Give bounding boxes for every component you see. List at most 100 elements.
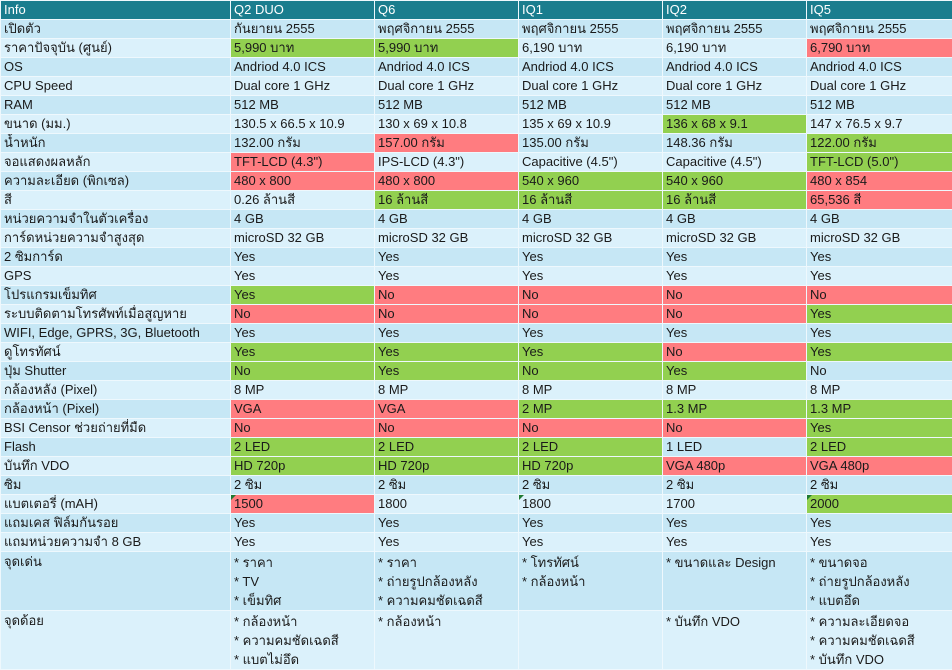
- spec-cell[interactable]: Dual core 1 GHz: [519, 77, 663, 96]
- spec-cell[interactable]: Yes: [663, 267, 807, 286]
- spec-cell[interactable]: * กล้องหน้า* ความคมชัดเฉดสี* แบตไม่อึด: [231, 611, 375, 670]
- spec-cell[interactable]: Yes: [375, 343, 519, 362]
- spec-cell[interactable]: microSD 32 GB: [231, 229, 375, 248]
- spec-cell[interactable]: Yes: [663, 248, 807, 267]
- spec-cell[interactable]: 2 ซิม: [807, 476, 952, 495]
- spec-cell[interactable]: VGA 480p: [663, 457, 807, 476]
- spec-cell[interactable]: No: [663, 343, 807, 362]
- spec-cell[interactable]: * ราคา* ถ่ายรูปกล้องหลัง* ความคมชัดเฉดสี: [375, 552, 519, 611]
- spec-cell[interactable]: 2 LED: [519, 438, 663, 457]
- spec-cell[interactable]: 16 ล้านสี: [519, 191, 663, 210]
- spec-cell[interactable]: No: [231, 419, 375, 438]
- spec-cell[interactable]: 2 LED: [375, 438, 519, 457]
- spec-cell[interactable]: No: [663, 305, 807, 324]
- spec-cell[interactable]: * ความละเอียดจอ* ความคมชัดเฉดสี* บันทึก …: [807, 611, 952, 670]
- spec-cell[interactable]: 1700: [663, 495, 807, 514]
- spec-cell[interactable]: 2 ซิม: [375, 476, 519, 495]
- spec-cell[interactable]: HD 720p: [519, 457, 663, 476]
- spec-cell[interactable]: Andriod 4.0 ICS: [519, 58, 663, 77]
- row-label[interactable]: บันทึก VDO: [1, 457, 231, 476]
- spec-cell[interactable]: Yes: [231, 514, 375, 533]
- spec-cell[interactable]: 130.5 x 66.5 x 10.9: [231, 115, 375, 134]
- spec-cell[interactable]: VGA: [231, 400, 375, 419]
- spec-cell[interactable]: 157.00 กรัม: [375, 134, 519, 153]
- spec-cell[interactable]: 540 x 960: [663, 172, 807, 191]
- row-label[interactable]: น้ำหนัก: [1, 134, 231, 153]
- row-label[interactable]: ความละเอียด (พิกเซล): [1, 172, 231, 191]
- spec-cell[interactable]: Andriod 4.0 ICS: [807, 58, 952, 77]
- spec-cell[interactable]: No: [519, 286, 663, 305]
- spec-cell[interactable]: * โทรทัศน์* กล้องหน้า: [519, 552, 663, 611]
- spec-cell[interactable]: Yes: [375, 248, 519, 267]
- spec-cell[interactable]: * ขนาดจอ* ถ่ายรูปกล้องหลัง* แบตอึด: [807, 552, 952, 611]
- spec-cell[interactable]: HD 720p: [375, 457, 519, 476]
- row-label[interactable]: BSI Censor ช่วยถ่ายที่มืด: [1, 419, 231, 438]
- spec-cell[interactable]: Yes: [231, 324, 375, 343]
- spec-cell[interactable]: Yes: [231, 267, 375, 286]
- spec-cell[interactable]: Yes: [519, 533, 663, 552]
- spec-cell[interactable]: No: [375, 419, 519, 438]
- spec-cell[interactable]: Yes: [519, 248, 663, 267]
- row-label[interactable]: หน่วยความจำในตัวเครื่อง: [1, 210, 231, 229]
- spec-cell[interactable]: Capacitive (4.5"): [663, 153, 807, 172]
- spec-cell[interactable]: No: [519, 419, 663, 438]
- row-label[interactable]: แบตเตอรี่ (mAH): [1, 495, 231, 514]
- spec-cell[interactable]: 4 GB: [375, 210, 519, 229]
- spec-cell[interactable]: Yes: [807, 514, 952, 533]
- spec-cell[interactable]: 1.3 MP: [663, 400, 807, 419]
- spec-cell[interactable]: No: [519, 305, 663, 324]
- spec-cell[interactable]: 16 ล้านสี: [375, 191, 519, 210]
- spec-cell[interactable]: Yes: [519, 324, 663, 343]
- column-header-q6[interactable]: Q6: [375, 1, 519, 20]
- spec-cell[interactable]: Yes: [663, 324, 807, 343]
- row-label[interactable]: ขนาด (มม.): [1, 115, 231, 134]
- spec-cell[interactable]: Capacitive (4.5"): [519, 153, 663, 172]
- spec-cell[interactable]: 5,990 บาท: [231, 39, 375, 58]
- spec-cell[interactable]: 4 GB: [807, 210, 952, 229]
- column-header-iq1[interactable]: IQ1: [519, 1, 663, 20]
- column-header-q2-duo[interactable]: Q2 DUO: [231, 1, 375, 20]
- spec-cell[interactable]: 8 MP: [519, 381, 663, 400]
- spec-cell[interactable]: 1.3 MP: [807, 400, 952, 419]
- spec-cell[interactable]: Yes: [807, 533, 952, 552]
- row-label[interactable]: CPU Speed: [1, 77, 231, 96]
- spec-cell[interactable]: TFT-LCD (4.3"): [231, 153, 375, 172]
- spec-cell[interactable]: 135.00 กรัม: [519, 134, 663, 153]
- spec-cell[interactable]: 512 MB: [375, 96, 519, 115]
- spec-cell[interactable]: 480 x 800: [231, 172, 375, 191]
- row-label[interactable]: กล้องหน้า (Pixel): [1, 400, 231, 419]
- spec-cell[interactable]: 16 ล้านสี: [663, 191, 807, 210]
- spec-cell[interactable]: 0.26 ล้านสี: [231, 191, 375, 210]
- spec-cell[interactable]: 135 x 69 x 10.9: [519, 115, 663, 134]
- spec-cell[interactable]: Yes: [231, 286, 375, 305]
- spec-cell[interactable]: 8 MP: [231, 381, 375, 400]
- spec-cell[interactable]: 480 x 854: [807, 172, 952, 191]
- spec-cell[interactable]: พฤศจิกายน 2555: [663, 20, 807, 39]
- spec-cell[interactable]: * ขนาดและ Design: [663, 552, 807, 611]
- spec-cell[interactable]: No: [375, 305, 519, 324]
- row-label[interactable]: ระบบติดตามโทรศัพท์เมื่อสูญหาย: [1, 305, 231, 324]
- spec-cell[interactable]: Yes: [231, 343, 375, 362]
- spec-cell[interactable]: 8 MP: [807, 381, 952, 400]
- spec-cell[interactable]: Yes: [807, 419, 952, 438]
- row-label[interactable]: 2 ซิมการ์ด: [1, 248, 231, 267]
- spec-cell[interactable]: 2 ซิม: [519, 476, 663, 495]
- spec-cell[interactable]: 540 x 960: [519, 172, 663, 191]
- spec-cell[interactable]: * ราคา* TV* เข็มทิศ: [231, 552, 375, 611]
- spec-cell[interactable]: microSD 32 GB: [375, 229, 519, 248]
- spec-cell[interactable]: Dual core 1 GHz: [663, 77, 807, 96]
- spec-cell[interactable]: Yes: [375, 514, 519, 533]
- spec-cell[interactable]: 8 MP: [375, 381, 519, 400]
- spec-cell[interactable]: No: [519, 362, 663, 381]
- spec-cell[interactable]: Dual core 1 GHz: [807, 77, 952, 96]
- row-label[interactable]: RAM: [1, 96, 231, 115]
- spec-cell[interactable]: Yes: [807, 267, 952, 286]
- spec-cell[interactable]: microSD 32 GB: [663, 229, 807, 248]
- spec-cell[interactable]: 2 ซิม: [663, 476, 807, 495]
- row-label[interactable]: สี: [1, 191, 231, 210]
- spec-cell[interactable]: Yes: [519, 514, 663, 533]
- spec-cell[interactable]: Yes: [663, 514, 807, 533]
- spec-cell[interactable]: 2 ซิม: [231, 476, 375, 495]
- spec-cell[interactable]: [519, 611, 663, 670]
- row-label[interactable]: GPS: [1, 267, 231, 286]
